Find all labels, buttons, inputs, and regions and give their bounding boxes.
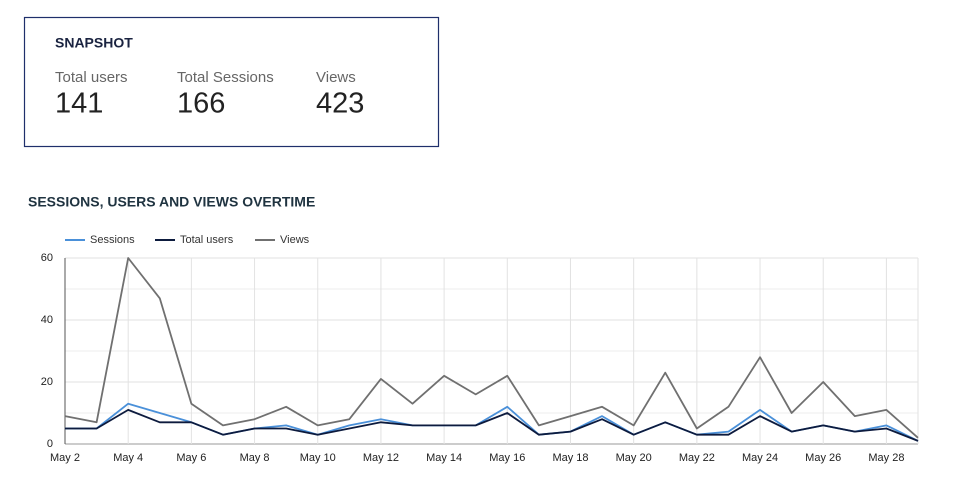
legend-label: Total users — [180, 234, 234, 246]
chart-title: SESSIONS, USERS AND VIEWS OVERTIME — [28, 194, 315, 210]
metric-value: 166 — [177, 88, 225, 120]
x-tick-label: May 2 — [50, 452, 80, 464]
x-tick-label: May 8 — [240, 452, 270, 464]
y-tick-label: 20 — [41, 376, 53, 388]
x-tick-label: May 22 — [679, 452, 715, 464]
x-tick-label: May 18 — [552, 452, 588, 464]
y-tick-label: 40 — [41, 314, 53, 326]
x-tick-label: May 20 — [616, 452, 652, 464]
y-tick-label: 0 — [47, 438, 53, 450]
x-tick-label: May 6 — [176, 452, 206, 464]
x-tick-label: May 28 — [868, 452, 904, 464]
x-tick-label: May 10 — [300, 452, 336, 464]
legend-label: Sessions — [90, 234, 135, 246]
legend-label: Views — [280, 234, 310, 246]
metric-label: Views — [316, 69, 356, 86]
metric-value: 141 — [55, 88, 103, 120]
metric-label: Total users — [55, 69, 128, 86]
snapshot-card — [23, 16, 440, 148]
x-tick-label: May 14 — [426, 452, 462, 464]
y-tick-label: 60 — [41, 252, 53, 264]
x-tick-label: May 4 — [113, 452, 143, 464]
x-tick-label: May 24 — [742, 452, 778, 464]
series-line — [64, 257, 919, 439]
series-line — [65, 409, 919, 442]
x-tick-label: May 26 — [805, 452, 841, 464]
metric-label: Total Sessions — [177, 69, 274, 86]
x-tick-label: May 12 — [363, 452, 399, 464]
metric-value: 423 — [316, 88, 364, 120]
snapshot-title: SNAPSHOT — [55, 35, 133, 51]
x-tick-label: May 16 — [489, 452, 525, 464]
